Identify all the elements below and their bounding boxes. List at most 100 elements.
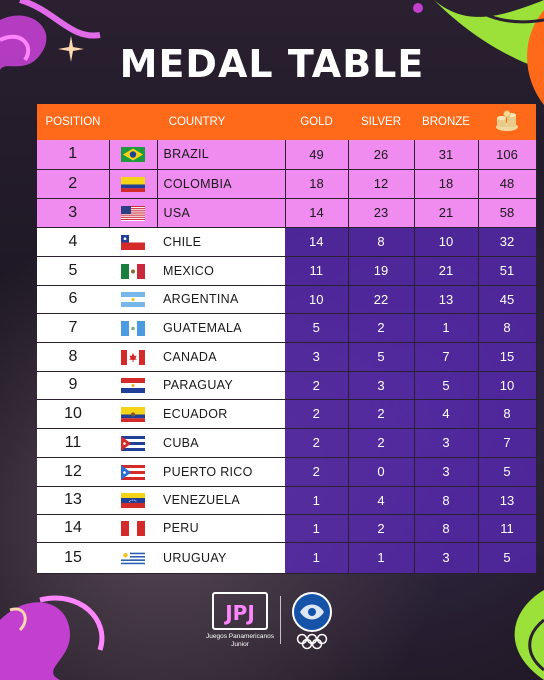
logo-caption-line2: Junior xyxy=(231,641,249,648)
footer-logos: JPJ Juegos Panamericanos Junior xyxy=(0,592,544,654)
top-left-swirl-decoration xyxy=(0,0,101,71)
flag-cell xyxy=(109,514,157,543)
silver-cell: 2 xyxy=(348,313,415,343)
total-cell: 11 xyxy=(478,514,537,543)
bronze-cell: 21 xyxy=(414,198,479,228)
position-cell: 9 xyxy=(37,371,109,400)
flag-cell xyxy=(109,457,157,487)
brazil-flag-icon xyxy=(121,147,145,163)
medal-table: POSITION COUNTRY GOLD SILVER BRONZE 1 BRA… xyxy=(37,104,537,574)
country-cell: USA xyxy=(157,198,286,228)
bronze-cell: 5 xyxy=(414,371,479,400)
flag-cell xyxy=(109,399,157,429)
gold-cell: 1 xyxy=(285,486,349,515)
silver-cell: 12 xyxy=(348,169,415,199)
position-cell: 2 xyxy=(37,169,110,199)
header-silver: SILVER xyxy=(348,104,414,140)
sparkle-icon xyxy=(58,36,84,62)
header-country: COUNTRY xyxy=(109,104,285,140)
total-cell: 51 xyxy=(478,256,537,286)
ecuador-flag-icon xyxy=(121,406,145,422)
silver-cell: 23 xyxy=(348,198,415,228)
flag-cell xyxy=(109,198,158,228)
bronze-cell: 3 xyxy=(414,428,479,458)
bottom-right-leaf-decoration xyxy=(514,590,544,680)
table-row: 13 VENEZUELA 1 4 8 13 xyxy=(37,486,537,515)
gold-cell: 14 xyxy=(285,227,349,257)
bronze-cell: 18 xyxy=(414,169,479,199)
country-cell: GUATEMALA xyxy=(157,313,285,343)
usa-flag-icon xyxy=(121,205,145,221)
top-right-leaf-decoration xyxy=(413,0,544,105)
bronze-cell: 4 xyxy=(414,399,479,429)
gold-cell: 2 xyxy=(285,399,349,429)
gold-cell: 2 xyxy=(285,428,349,458)
bottom-left-swirl-decoration xyxy=(0,595,105,680)
total-cell: 13 xyxy=(478,486,537,515)
silver-cell: 1 xyxy=(348,542,415,574)
country-cell: COLOMBIA xyxy=(157,169,286,199)
silver-cell: 2 xyxy=(348,514,415,543)
uruguay-flag-icon xyxy=(121,550,145,566)
position-cell: 7 xyxy=(37,313,109,343)
position-cell: 1 xyxy=(37,140,110,170)
bronze-cell: 8 xyxy=(414,486,479,515)
gold-cell: 49 xyxy=(285,140,349,170)
flag-cell xyxy=(109,285,157,314)
guatemala-flag-icon xyxy=(121,320,145,336)
table-row: 10 ECUADOR 2 2 4 8 xyxy=(37,399,537,429)
silver-cell: 8 xyxy=(348,227,415,257)
country-cell: BRAZIL xyxy=(157,140,286,170)
silver-cell: 22 xyxy=(348,285,415,314)
panam-sports-logo xyxy=(292,592,332,650)
silver-cell: 26 xyxy=(348,140,415,170)
peru-flag-icon xyxy=(121,521,145,537)
table-row: 12 PUERTO RICO 2 0 3 5 xyxy=(37,457,537,487)
country-cell: CUBA xyxy=(157,428,285,458)
flag-cell xyxy=(109,371,157,400)
total-cell: 58 xyxy=(478,198,537,228)
country-cell: PERU xyxy=(157,514,285,543)
table-row: 14 PERU 1 2 8 11 xyxy=(37,514,537,543)
position-cell: 8 xyxy=(37,342,109,372)
venezuela-flag-icon xyxy=(121,493,145,509)
gold-cell: 11 xyxy=(285,256,349,286)
silver-cell: 2 xyxy=(348,428,415,458)
position-cell: 10 xyxy=(37,399,109,429)
position-cell: 4 xyxy=(37,227,109,257)
silver-cell: 3 xyxy=(348,371,415,400)
gold-cell: 10 xyxy=(285,285,349,314)
gold-cell: 1 xyxy=(285,514,349,543)
bronze-cell: 7 xyxy=(414,342,479,372)
logo-divider xyxy=(280,596,281,644)
canada-flag-icon xyxy=(121,349,145,365)
table-row: 6 ARGENTINA 10 22 13 45 xyxy=(37,285,537,314)
colombia-flag-icon xyxy=(121,176,145,192)
flag-cell xyxy=(109,486,157,515)
header-total xyxy=(478,104,536,140)
total-cell: 7 xyxy=(478,428,537,458)
gold-cell: 1 xyxy=(285,542,349,574)
mexico-flag-icon xyxy=(121,263,145,279)
jpj-logo-mark: JPJ xyxy=(223,601,255,625)
gold-cell: 14 xyxy=(285,198,349,228)
country-cell: PARAGUAY xyxy=(157,371,285,400)
flag-cell xyxy=(109,140,158,170)
position-cell: 3 xyxy=(37,198,110,228)
bronze-cell: 3 xyxy=(414,457,479,487)
total-cell: 8 xyxy=(478,399,537,429)
total-cell: 45 xyxy=(478,285,537,314)
country-cell: ARGENTINA xyxy=(157,285,285,314)
country-cell: MEXICO xyxy=(157,256,285,286)
header-gold: GOLD xyxy=(285,104,348,140)
table-row: 11 CUBA 2 2 3 7 xyxy=(37,428,537,458)
gold-cell: 2 xyxy=(285,371,349,400)
total-cell: 48 xyxy=(478,169,537,199)
table-row: 15 URUGUAY 1 1 3 5 xyxy=(37,542,537,574)
flag-cell xyxy=(109,542,157,574)
bronze-cell: 1 xyxy=(414,313,479,343)
table-row: 9 PARAGUAY 2 3 5 10 xyxy=(37,371,537,400)
position-cell: 5 xyxy=(37,256,109,286)
table-row: 2 COLOMBIA 18 12 18 48 xyxy=(37,169,537,199)
position-cell: 14 xyxy=(37,514,109,543)
